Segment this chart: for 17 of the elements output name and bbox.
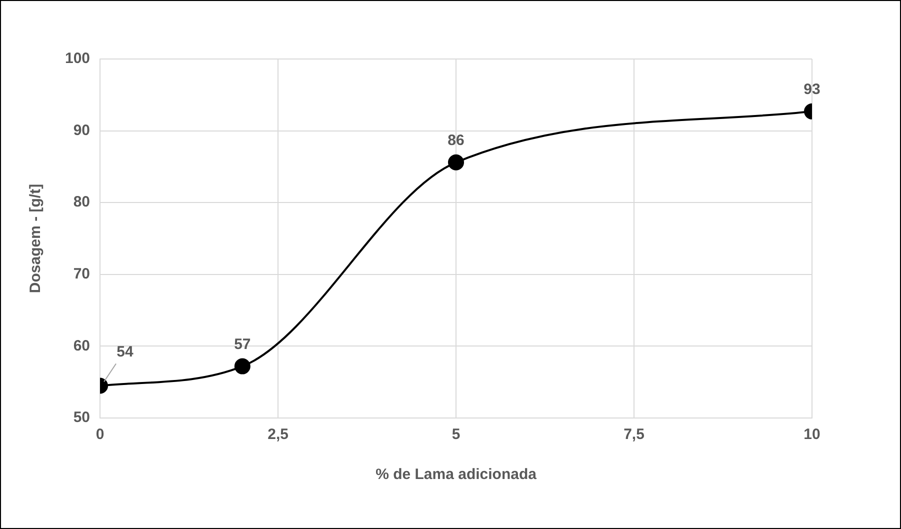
data-label: 93 [804,81,820,98]
y-tick-label: 100 [64,50,90,68]
y-tick-label: 80 [73,194,90,211]
y-tick-label: 90 [73,122,90,139]
x-tick-label: 7,5 [624,426,644,444]
data-label: 57 [234,336,251,353]
data-label: 54 [116,343,134,360]
x-tick-label: 10 [804,426,820,444]
y-tick-label: 60 [73,337,90,354]
x-axis-title: % de Lama adicionada [376,466,538,484]
data-label: 86 [448,132,464,150]
y-axis-title: Dosagem - [g/t] [27,184,44,294]
x-tick-label: 0 [96,426,104,444]
y-tick-label: 50 [73,409,90,426]
y-tick-label: 70 [73,266,90,283]
x-tick-label: 2,5 [268,426,288,444]
x-tick-label: 5 [452,426,460,444]
